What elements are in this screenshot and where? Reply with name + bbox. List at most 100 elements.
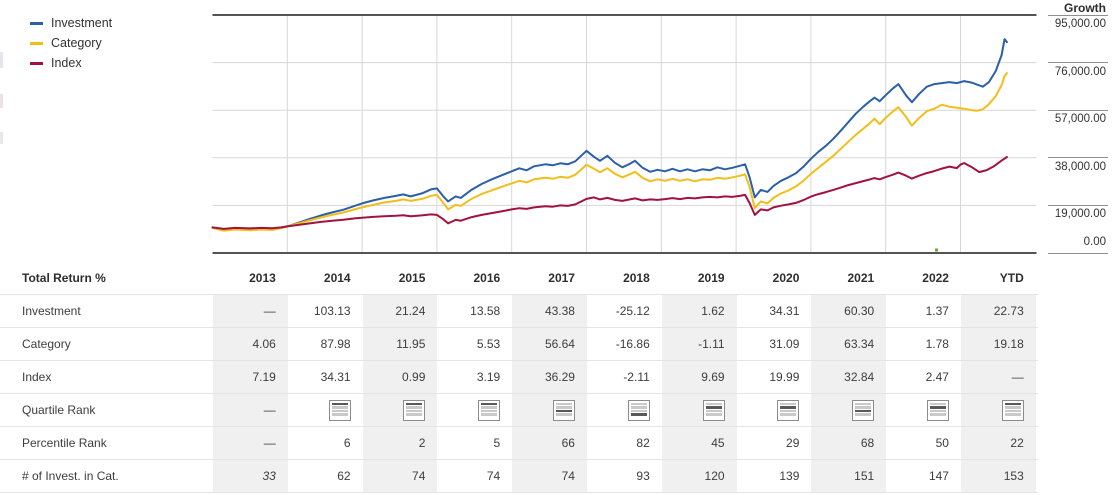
table-cell: 34.31: [769, 304, 800, 318]
quartile-rank-icon-q2: [926, 399, 949, 421]
table-row-percentile-rank: Percentile Rank — 6 2 5 66 82 45 29 68 50 22: [0, 427, 1038, 460]
table-cell: 103.13: [313, 304, 351, 318]
table-cell: 60.30: [811, 295, 887, 327]
table-cell: 87.98: [320, 337, 351, 351]
table-cell: 153: [960, 460, 1036, 492]
table-row-investment: Investment — 103.13 21.24 13.58 43.38 -25.12 1.…: [0, 295, 1038, 328]
page-edge-artifact: [0, 52, 3, 68]
legend-item-category: Category: [30, 33, 112, 53]
table-row-quartile-rank: Quartile Rank —: [0, 394, 1038, 427]
quartile-rank-icon-q4: [627, 399, 650, 421]
axis-tick-line: [1048, 252, 1108, 254]
table-cell: 63.34: [811, 328, 887, 360]
table-cell: 82: [636, 436, 650, 450]
axis-tick-line: [1048, 109, 1108, 111]
growth-axis-title: Growth: [1064, 1, 1106, 15]
row-label: Percentile Rank: [22, 436, 107, 450]
table-cell: [661, 394, 737, 426]
series-line-index: [211, 156, 1008, 230]
column-header: 2016: [473, 271, 501, 285]
table-cell: 74: [512, 460, 587, 492]
table-cell: 34.31: [320, 370, 351, 384]
table-cell: 32.84: [811, 361, 887, 393]
row-label: Category: [22, 337, 71, 351]
chart-legend: Investment Category Index: [30, 13, 112, 73]
column-header: 2018: [623, 271, 650, 285]
quartile-rank-icon-q1: [403, 399, 426, 421]
table-row-index: Index 7.19 34.31 0.99 3.19 36.29 -2.11 9.69 19.9…: [0, 361, 1038, 394]
table-cell: [512, 394, 587, 426]
page-edge-artifact: [0, 94, 3, 108]
table-cell: 5: [493, 436, 501, 450]
quartile-rank-icon-q3: [552, 399, 575, 421]
quartile-rank-icon-q1: [478, 399, 501, 421]
legend-line-marker: [30, 21, 43, 25]
table-cell: [362, 394, 438, 426]
table-cell: 9.69: [661, 361, 737, 393]
quartile-rank-icon-q2: [777, 399, 800, 421]
axis-tick-line: [1048, 14, 1108, 16]
quartile-rank-icon-q3: [852, 399, 875, 421]
row-label: Quartile Rank: [22, 403, 96, 417]
column-header: 2020: [772, 271, 800, 285]
axis-tick-label: 95,000.00: [1054, 18, 1106, 30]
axis-tick-line: [1048, 157, 1108, 159]
table-cell: 74: [362, 460, 438, 492]
table-cell: 139: [779, 469, 800, 483]
growth-chart: [211, 14, 1037, 254]
table-cell: 43.38: [512, 295, 587, 327]
table-cell: 1.62: [661, 295, 737, 327]
table-cell: [737, 394, 812, 426]
table-cell: 93: [636, 469, 650, 483]
row-label: Index: [22, 370, 52, 384]
table-cell: 31.09: [769, 337, 800, 351]
column-header: 2022: [922, 271, 949, 285]
axis-tick-label: 76,000.00: [1054, 65, 1106, 78]
legend-label: Investment: [51, 16, 113, 30]
table-cell: 2.47: [925, 370, 949, 384]
axis-tick-label: 38,000.00: [1054, 160, 1106, 173]
quartile-rank-icon-q1: [328, 399, 351, 421]
axis-tick-label: 0.00: [1083, 236, 1106, 248]
table-cell: 36.29: [512, 361, 587, 393]
table-cell: 45: [661, 427, 737, 459]
table-cell: [587, 394, 662, 426]
table-cell: 4.06: [213, 328, 288, 360]
quartile-rank-icon-q1: [1001, 399, 1024, 421]
distribution-marker: [935, 248, 939, 252]
table-cell: —: [213, 427, 288, 459]
table-cell: [960, 394, 1036, 426]
series-line-investment: [211, 38, 1008, 231]
axis-tick-line: [1048, 62, 1108, 64]
table-cell: [811, 394, 887, 426]
table-cell: —: [213, 394, 288, 426]
growth-axis: Growth 95,000.00 76,000.00 57,000.00 38,000…: [1040, 0, 1112, 260]
column-header: 2021: [847, 271, 875, 285]
table-cell: 1.37: [925, 304, 949, 318]
table-cell: 19.18: [960, 328, 1036, 360]
column-header: 2015: [398, 271, 426, 285]
row-label: Investment: [22, 304, 81, 318]
axis-tick-line: [1048, 204, 1108, 206]
table-cell: 7.19: [213, 361, 288, 393]
legend-line-marker: [30, 41, 43, 45]
table-cell: 22: [960, 427, 1036, 459]
table-cell: 21.24: [362, 295, 438, 327]
table-cell: 66: [512, 427, 587, 459]
table-cell: 1.78: [925, 337, 949, 351]
column-header: 2013: [249, 271, 276, 285]
column-header: 2017: [548, 271, 575, 285]
table-cell: 120: [661, 460, 737, 492]
table-cell: [288, 394, 363, 426]
page-edge-artifact: [0, 132, 3, 144]
table-cell: 147: [928, 469, 949, 483]
column-header: YTD: [999, 271, 1024, 285]
axis-tick-label: 57,000.00: [1054, 113, 1106, 126]
table-cell: 11.95: [362, 328, 438, 360]
table-row-category: Category 4.06 87.98 11.95 5.53 56.64 -16.86 -1.…: [0, 328, 1038, 361]
table-cell: 19.99: [769, 370, 800, 384]
legend-label: Category: [51, 36, 102, 50]
table-cell: -25.12: [615, 304, 650, 318]
table-cell: -2.11: [623, 370, 650, 384]
